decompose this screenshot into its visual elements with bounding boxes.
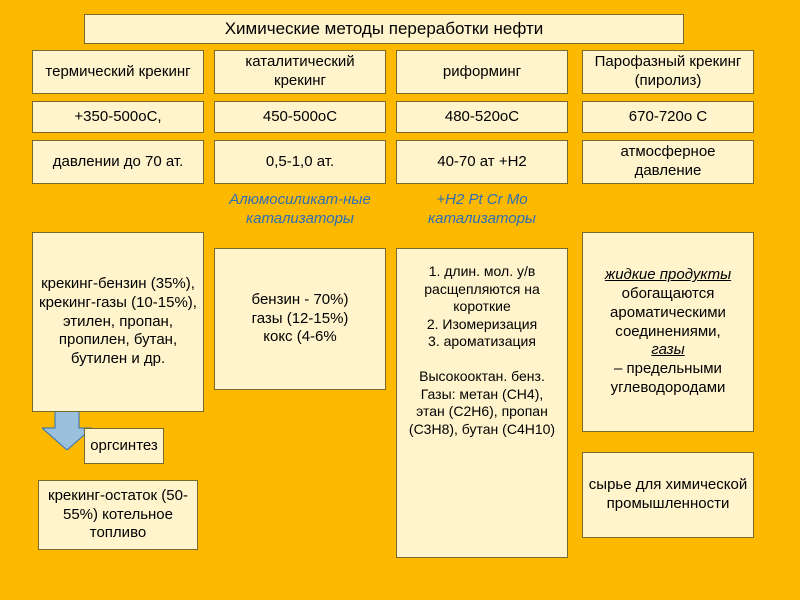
col1-products: крекинг-бензин (35%),крекинг-газы (10-15…	[32, 232, 204, 412]
col3-temp-text: 480-520оС	[445, 108, 519, 127]
col1-temp-text: +350-500оС,	[74, 108, 161, 127]
col4-products: жидкие продукты обогащаются ароматически…	[582, 232, 754, 432]
col4-press-text: атмосферное давление	[587, 143, 749, 181]
col2-name: каталитический крекинг	[214, 50, 386, 94]
col2-temp-text: 450-500оС	[263, 108, 337, 127]
col2-catalyst: Алюмосиликат-ные катализаторы	[214, 190, 386, 230]
col1-press-text: давлении до 70 ат.	[53, 153, 184, 172]
col4-use: сырье для химической промышленности	[582, 452, 754, 538]
col3-name: риформинг	[396, 50, 568, 94]
col3-temp: 480-520оС	[396, 101, 568, 133]
col3-catalyst: +Н2 Pt Cr Mo катализаторы	[396, 190, 568, 230]
col4-temp-text: 670-720о С	[629, 108, 707, 127]
col2-press-text: 0,5-1,0 ат.	[266, 153, 334, 172]
col4-name: Парофазный крекинг (пиролиз)	[582, 50, 754, 94]
col3-press-text: 40-70 ат +Н2	[437, 153, 527, 172]
col1-pressure: давлении до 70 ат.	[32, 140, 204, 184]
col2-temp: 450-500оС	[214, 101, 386, 133]
col3-pressure: 40-70 ат +Н2	[396, 140, 568, 184]
col4-pressure: атмосферное давление	[582, 140, 754, 184]
col1-temp: +350-500оС,	[32, 101, 204, 133]
col1-name: термический крекинг	[32, 50, 204, 94]
col4-temp: 670-720о С	[582, 101, 754, 133]
col1-orgsyn-text: оргсинтез	[90, 437, 158, 456]
col2-pressure: 0,5-1,0 ат.	[214, 140, 386, 184]
col2-products: бензин - 70%)газы (12-15%)кокс (4-6%	[214, 248, 386, 390]
title-text: Химические методы переработки нефти	[225, 18, 544, 39]
title-box: Химические методы переработки нефти	[84, 14, 684, 44]
col1-orgsyn: оргсинтез	[84, 428, 164, 464]
col3-products: 1. длин. мол. у/в расщепляются на коротк…	[396, 248, 568, 558]
col1-residue: крекинг-остаток (50-55%) котельное топли…	[38, 480, 198, 550]
